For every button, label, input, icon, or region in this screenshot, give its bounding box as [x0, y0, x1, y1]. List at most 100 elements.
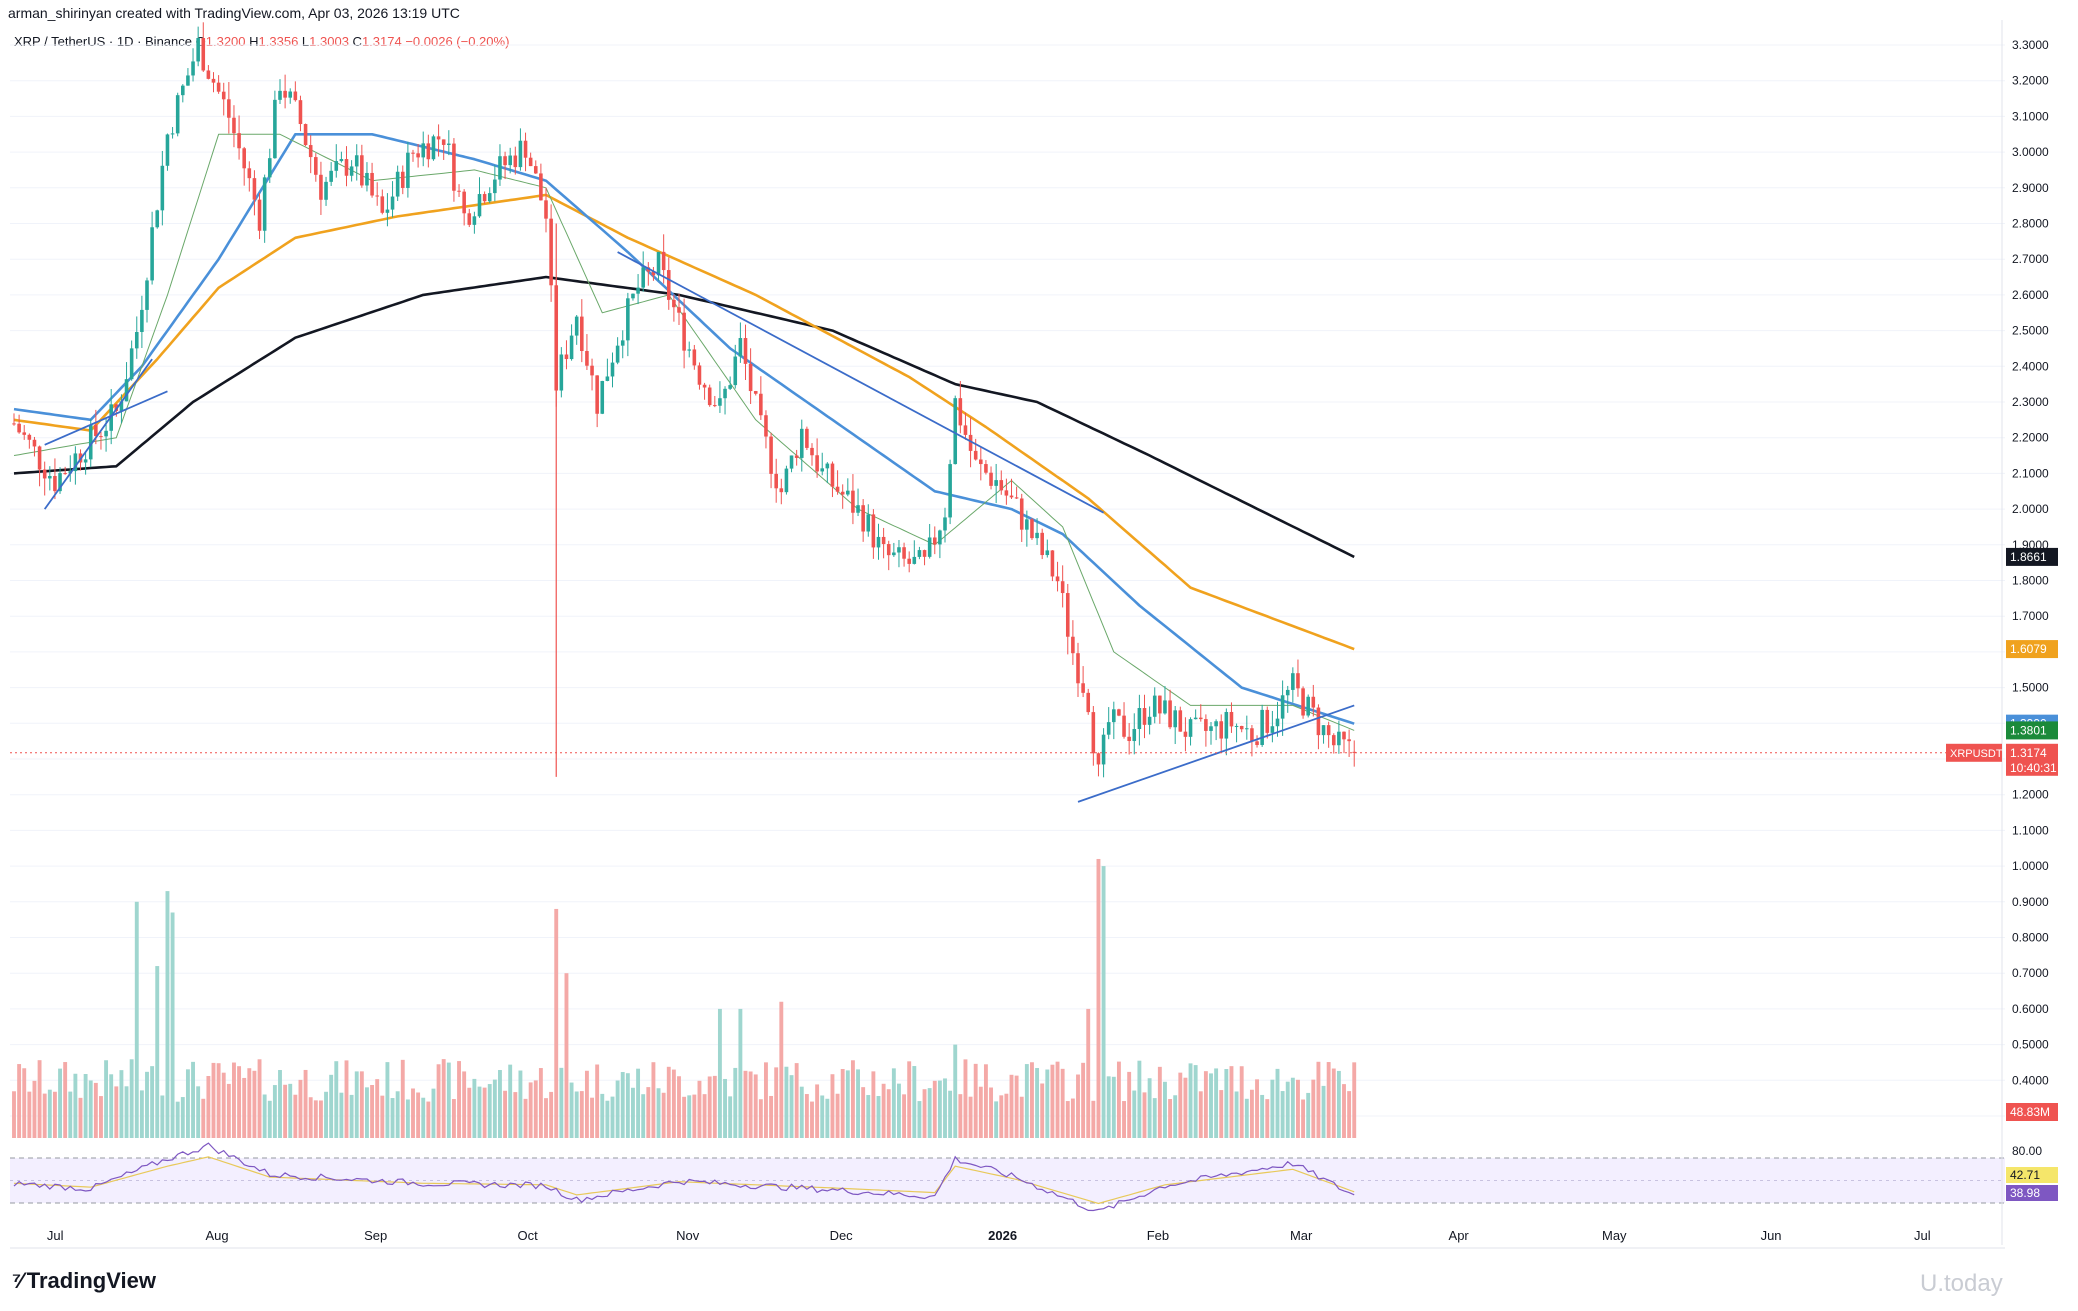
- ma-price-text: 1.3801: [2010, 723, 2047, 737]
- candle-body: [99, 436, 103, 438]
- volume-bar: [400, 1059, 405, 1138]
- volume-bar: [68, 1091, 73, 1138]
- time-tick-label: Aug: [206, 1228, 229, 1243]
- candle-body: [1030, 519, 1034, 539]
- volume-bar: [421, 1097, 426, 1138]
- candle-body: [707, 387, 712, 406]
- candle-body: [1142, 708, 1147, 725]
- volume-bar: [554, 908, 559, 1138]
- volume-bar: [646, 1087, 651, 1138]
- candle-body: [871, 514, 876, 548]
- candle-body: [447, 143, 451, 145]
- candle-body: [580, 316, 584, 352]
- volume-bar: [1255, 1079, 1259, 1138]
- candle-body: [677, 307, 681, 313]
- candle-body: [94, 424, 98, 437]
- candle-body: [1132, 729, 1137, 742]
- candle-body: [349, 166, 354, 176]
- candle-body: [656, 251, 661, 276]
- candle-body: [697, 365, 702, 385]
- volume-bar: [47, 1089, 52, 1138]
- volume-bar: [994, 1101, 999, 1138]
- volume-bar: [390, 1098, 395, 1138]
- candle-body: [37, 446, 42, 470]
- candle-body: [32, 439, 37, 447]
- volume-bar: [1076, 1074, 1080, 1138]
- candle-body: [1071, 636, 1075, 654]
- candle-body: [1152, 695, 1157, 717]
- volume-bar: [278, 1070, 282, 1138]
- candle-body: [1009, 495, 1014, 498]
- volume-bar: [508, 1064, 513, 1138]
- candle-body: [273, 99, 277, 159]
- candle-body: [42, 469, 47, 479]
- volume-bar: [1014, 1075, 1019, 1138]
- candle-body: [1214, 721, 1218, 727]
- candle-body: [1004, 490, 1009, 496]
- volume-bar: [983, 1064, 988, 1138]
- volume-bar: [472, 1078, 477, 1138]
- candle-body: [728, 385, 732, 389]
- volume-bar: [958, 1094, 963, 1138]
- candle-body: [984, 464, 988, 473]
- candle-body: [585, 351, 589, 366]
- volume-bar: [937, 1080, 942, 1138]
- rsi-line: [13, 1142, 1355, 1212]
- candle-body: [365, 172, 369, 186]
- volume-bar: [293, 1094, 298, 1138]
- price-tick-label: 0.4000: [2012, 1073, 2049, 1087]
- candle-body: [227, 99, 231, 118]
- volume-bar: [707, 1076, 712, 1138]
- chart-credit: arman_shirinyan created with TradingView…: [8, 5, 460, 21]
- candle-body: [360, 155, 364, 186]
- candle-body: [150, 227, 154, 281]
- candle-body: [119, 401, 124, 411]
- ma-price-tag: [2006, 547, 2058, 566]
- volume-bar: [1127, 1071, 1132, 1138]
- candle-body: [958, 398, 963, 426]
- candle-body: [687, 349, 692, 351]
- volume-bar: [52, 1091, 57, 1138]
- volume-bar: [1352, 1062, 1357, 1138]
- volume-bar: [405, 1099, 410, 1138]
- candle-body: [221, 91, 226, 100]
- price-labels: 1.86611.60791.39901.3801XRPUSDT1.317410:…: [1946, 547, 2058, 1201]
- volume-bar: [902, 1094, 907, 1138]
- volume-bar: [523, 1098, 528, 1138]
- volume-bar: [17, 1064, 22, 1138]
- price-chart[interactable]: 3.3000 3.2000 3.1000 3.0000 2.9000 2.8000 2.70…: [0, 0, 2078, 1260]
- price-tick-label: 3.3000: [2012, 38, 2049, 52]
- volume-bar: [1229, 1066, 1234, 1138]
- volume-bar: [78, 1097, 83, 1138]
- moving-average-line: [13, 193, 1355, 651]
- volume-bar: [743, 1070, 748, 1138]
- moving-average-line: [13, 133, 1355, 725]
- candle-body: [1183, 731, 1188, 737]
- candle-body: [1158, 695, 1162, 714]
- volume-bar: [692, 1094, 697, 1138]
- candle-body: [160, 165, 165, 211]
- candle-body: [1086, 692, 1091, 713]
- candle-body: [329, 170, 333, 182]
- tradingview-logo[interactable]: ⁷⁄ TradingView: [12, 1268, 156, 1294]
- volume-bar: [764, 1062, 768, 1138]
- candle-body: [574, 316, 579, 336]
- volume-bar: [1301, 1099, 1306, 1138]
- candle-body: [1204, 719, 1208, 731]
- candle-body: [247, 168, 252, 179]
- rsi-tag-text: 38.98: [2010, 1186, 2040, 1200]
- price-tick-label: 0.6000: [2012, 1002, 2049, 1016]
- trendline: [1077, 704, 1355, 803]
- symbol-tag-text: XRPUSDT: [1950, 748, 2003, 760]
- volume-bar: [1065, 1101, 1070, 1138]
- time-tick-label: Nov: [676, 1228, 700, 1243]
- candle-body: [242, 148, 246, 169]
- volume-bar: [37, 1060, 42, 1138]
- candle-body: [713, 405, 717, 407]
- candle-body: [666, 270, 671, 300]
- candle-body: [989, 472, 993, 486]
- volume-bar: [610, 1096, 615, 1138]
- candle-body: [1035, 532, 1039, 539]
- volume-bar: [845, 1070, 850, 1138]
- time-tick-label: Apr: [1449, 1228, 1470, 1243]
